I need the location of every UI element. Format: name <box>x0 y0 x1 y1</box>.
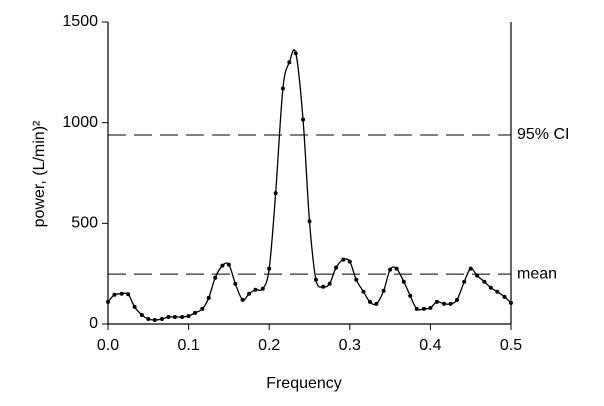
reference-label: mean <box>517 265 557 282</box>
data-point <box>408 293 413 298</box>
data-point <box>119 291 124 296</box>
data-point <box>361 289 366 294</box>
data-point <box>146 316 151 321</box>
data-point <box>367 299 372 304</box>
data-point <box>253 287 258 292</box>
data-point <box>273 191 278 196</box>
data-point <box>152 317 157 322</box>
data-point <box>421 306 426 311</box>
data-point <box>233 281 238 286</box>
data-point <box>166 314 171 319</box>
data-point <box>428 305 433 310</box>
data-point <box>240 297 245 302</box>
data-point <box>132 304 137 309</box>
data-point <box>468 266 473 271</box>
data-point <box>260 286 265 291</box>
x-axis-label: Frequency <box>266 375 342 392</box>
data-point <box>206 295 211 300</box>
data-point <box>327 281 332 286</box>
data-point <box>482 279 487 284</box>
x-tick-label: 0.1 <box>177 337 199 354</box>
data-point <box>126 292 131 297</box>
data-point <box>313 277 318 282</box>
data-point <box>354 277 359 282</box>
data-point <box>381 288 386 293</box>
data-point <box>509 300 513 305</box>
data-point <box>200 306 205 311</box>
data-point <box>172 314 177 319</box>
data-point <box>287 60 292 65</box>
data-point <box>247 291 252 296</box>
data-point <box>334 265 339 270</box>
data-point <box>454 297 459 302</box>
data-point <box>112 292 117 297</box>
data-point <box>388 267 393 272</box>
data-point <box>106 299 110 304</box>
data-point <box>139 312 144 317</box>
x-tick-label: 0.3 <box>339 337 361 354</box>
data-point <box>462 279 467 284</box>
data-point <box>321 284 326 289</box>
data-point <box>401 279 406 284</box>
data-point <box>280 86 285 91</box>
data-point <box>226 262 231 267</box>
data-point <box>475 273 480 278</box>
data-point <box>307 219 312 224</box>
data-point <box>180 314 185 319</box>
x-tick-label: 0.0 <box>97 337 119 354</box>
data-point <box>160 316 165 321</box>
data-point <box>495 289 500 294</box>
data-point <box>220 263 225 268</box>
y-tick-label: 500 <box>71 215 98 232</box>
data-point <box>293 51 298 56</box>
data-point <box>347 259 352 264</box>
data-point <box>434 299 439 304</box>
data-point <box>186 313 191 318</box>
data-point <box>394 266 399 271</box>
data-point <box>267 266 272 271</box>
data-point <box>301 117 306 122</box>
y-tick-label: 0 <box>89 315 98 332</box>
x-tick-label: 0.2 <box>258 337 280 354</box>
data-line <box>107 49 512 321</box>
data-point <box>341 257 346 262</box>
data-point <box>414 306 419 311</box>
x-tick-label: 0.4 <box>419 337 441 354</box>
data-point <box>213 275 218 280</box>
data-point <box>442 301 447 306</box>
x-tick-label: 0.5 <box>500 337 522 354</box>
reference-label: 95% CI <box>517 126 569 143</box>
data-point <box>488 285 493 290</box>
data-point <box>193 310 198 315</box>
data-point <box>374 301 379 306</box>
data-point <box>448 301 453 306</box>
data-point <box>502 294 507 299</box>
y-tick-label: 1500 <box>62 13 98 30</box>
y-tick-label: 1000 <box>62 114 98 131</box>
y-axis-label: power, (L/min)² <box>31 120 48 227</box>
